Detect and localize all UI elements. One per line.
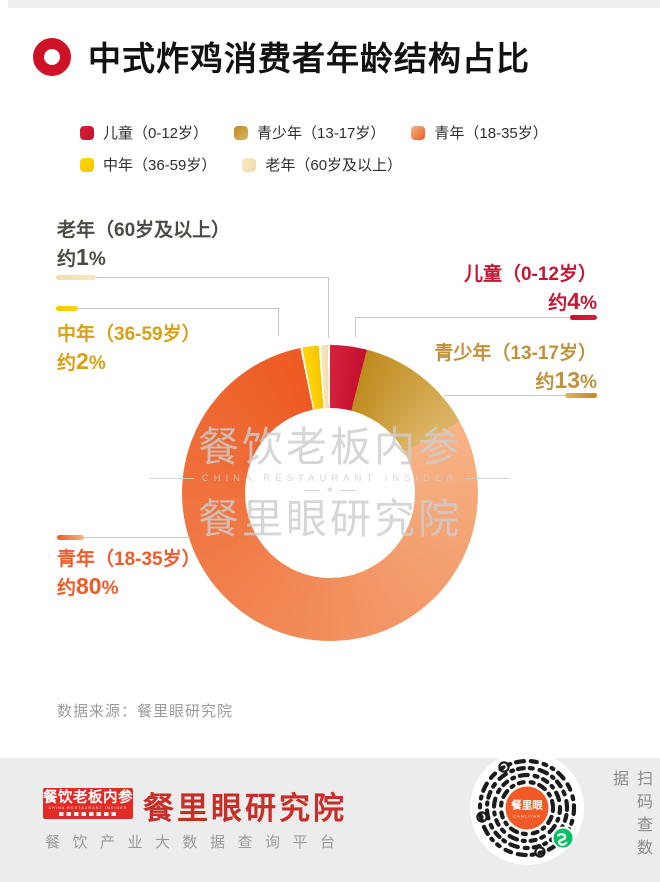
svg-text:CANLIYAN: CANLIYAN [513, 814, 541, 819]
svg-text:餐里眼: 餐里眼 [510, 799, 543, 812]
legend-swatch [242, 157, 257, 172]
leader-line [355, 317, 356, 337]
legend-item: 青年（18-35岁） [411, 122, 548, 143]
callout-category: 儿童（0-12岁） [463, 264, 597, 285]
footer-logo-box: 餐饮老板内参 CHINA RESTAURANT INSIDER [43, 788, 133, 819]
callout-category: 青少年（13-17岁） [434, 343, 597, 364]
donut-ring-icon [33, 38, 71, 76]
legend-label: 中年（36-59岁） [103, 157, 217, 174]
footer-logo-title: 餐饮老板内参 [43, 790, 133, 806]
legend-item: 中年（36-59岁） [80, 154, 216, 175]
callout-category: 青年（18-35岁） [57, 549, 201, 570]
qr-eye-markers [476, 761, 546, 858]
top-strip-divider [8, 0, 660, 8]
legend-swatch [411, 125, 426, 140]
legend: 儿童（0-12岁） 青少年（13-17岁） 青年（18-35岁） 中年（36-59岁）… [80, 122, 628, 175]
callout-tick-young-adults [57, 535, 84, 540]
donut-chart [182, 345, 478, 641]
qr-caption: 扫码查数据 [610, 770, 651, 862]
legend-label: 老年（60岁及以上） [265, 157, 403, 174]
callout-category: 老年（60岁及以上） [57, 220, 231, 241]
legend-swatch [80, 125, 94, 140]
legend-item: 老年（60岁及以上） [242, 154, 402, 175]
callout-tick-teens [565, 393, 597, 398]
leader-line [278, 308, 279, 336]
footer-tagline: 餐饮产业大数据查询平台 [45, 834, 348, 851]
callout-value: 约2% [57, 348, 106, 374]
callout-label-middle-aged: 中年（36-59岁） 约2% [57, 321, 201, 377]
leader-line [328, 277, 329, 338]
legend-swatch [80, 157, 94, 172]
callout-label-young-adults: 青年（18-35岁） 约80% [57, 546, 201, 602]
callout-tick-children [570, 315, 597, 320]
legend-label: 青年（18-35岁） [434, 125, 548, 142]
donut-hole [245, 408, 415, 578]
leader-line [78, 308, 278, 309]
callout-tick-middle-aged [56, 306, 78, 311]
callout-value: 约4% [548, 288, 597, 314]
mini-program-code-icon: 餐里眼 CANLIYAN [470, 751, 584, 865]
legend-label: 儿童（0-12岁） [103, 125, 209, 142]
legend-item: 儿童（0-12岁） [80, 122, 208, 143]
footer-logo-deco [59, 812, 117, 816]
legend-label: 青少年（13-17岁） [257, 125, 386, 142]
data-source-note: 数据来源：餐里眼研究院 [57, 703, 234, 720]
qr-code: 餐里眼 CANLIYAN [470, 751, 584, 865]
wechat-badge-icon [551, 826, 575, 850]
footer-brand-title: 餐里眼研究院 [143, 791, 347, 826]
callout-value: 约1% [57, 244, 106, 270]
callout-value: 约80% [57, 573, 119, 599]
leader-line [84, 537, 190, 538]
callout-category: 中年（36-59岁） [57, 324, 201, 345]
callout-tick-seniors [56, 275, 96, 280]
callout-label-children: 儿童（0-12岁） 约4% [464, 261, 597, 317]
callout-label-seniors: 老年（60岁及以上） 约1% [57, 217, 230, 273]
leader-line [96, 277, 328, 278]
legend-swatch [234, 125, 249, 140]
legend-item: 青少年（13-17岁） [234, 122, 385, 143]
footer-logo-subtitle: CHINA RESTAURANT INSIDER [48, 806, 128, 810]
leader-line [355, 317, 570, 318]
page-title: 中式炸鸡消费者年龄结构占比 [88, 40, 530, 77]
callout-label-teens: 青少年（13-17岁） 约13% [434, 340, 597, 396]
footer: 餐饮老板内参 CHINA RESTAURANT INSIDER 餐里眼研究院 餐… [0, 751, 660, 882]
callout-value: 约13% [535, 367, 597, 393]
leader-line [444, 395, 565, 396]
